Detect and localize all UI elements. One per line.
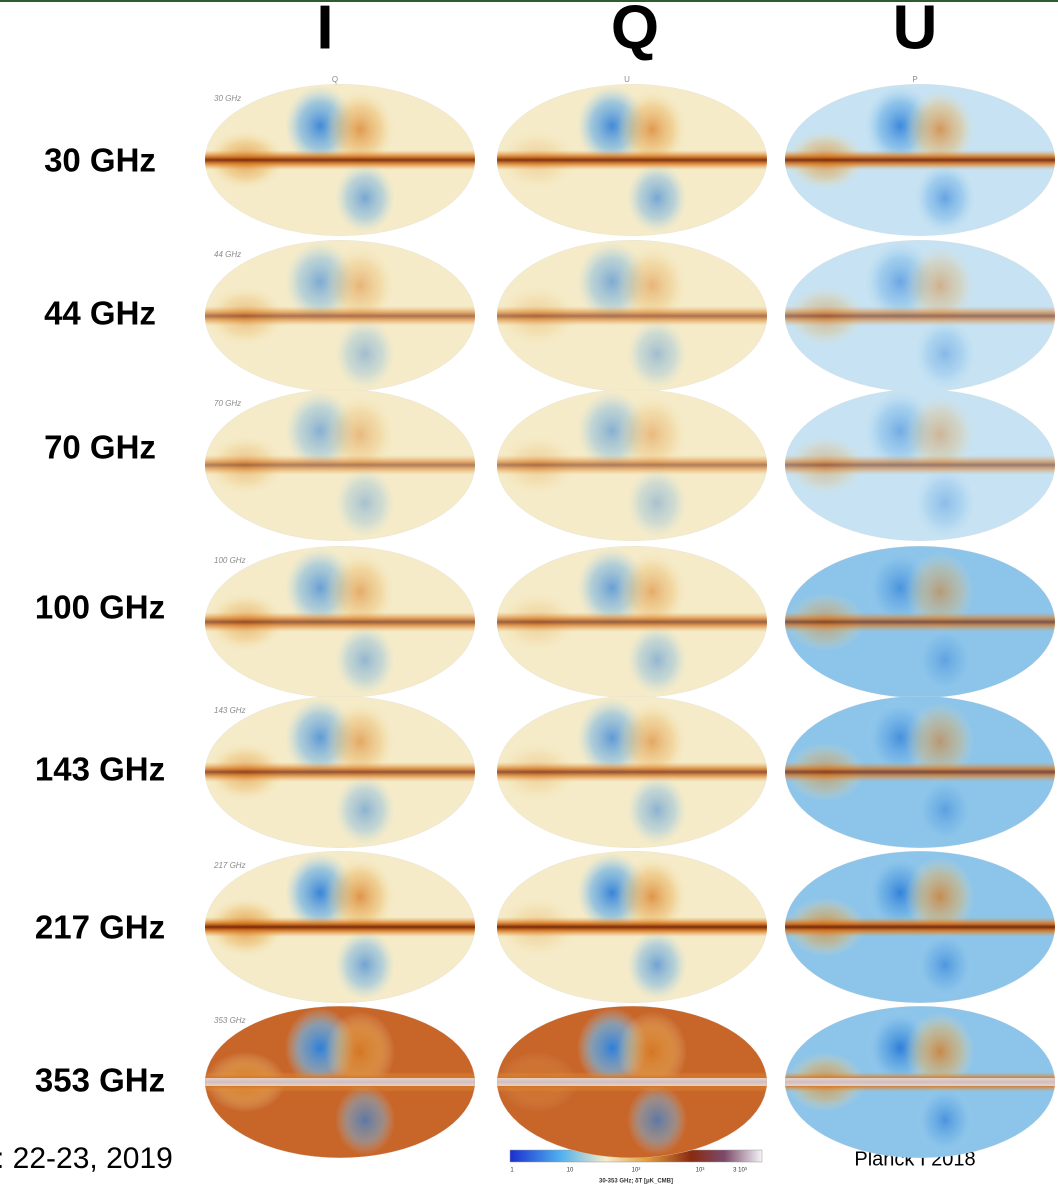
sky-map — [497, 1006, 767, 1158]
blue-lobe — [915, 468, 975, 538]
galactic-band — [497, 455, 767, 475]
galactic-band — [205, 612, 475, 632]
sky-map — [785, 84, 1055, 236]
galactic-band — [497, 762, 767, 782]
sky-map — [497, 389, 767, 541]
blue-lobe — [335, 930, 395, 1000]
blue-lobe — [335, 775, 395, 845]
row-label: 44 GHz — [44, 295, 156, 332]
blue-lobe — [627, 163, 687, 233]
blue-lobe — [335, 319, 395, 389]
sky-map — [497, 696, 767, 848]
blue-lobe — [915, 319, 975, 389]
column-header: I — [316, 0, 333, 62]
row-label: 217 GHz — [35, 909, 165, 946]
colorbar-tick-label: 1 — [510, 1168, 514, 1174]
colorbar-tick-label: 10³ — [696, 1168, 705, 1174]
map-label: 70 GHz — [214, 399, 241, 408]
galactic-band — [785, 612, 1055, 632]
map-label: 44 GHz — [214, 250, 241, 259]
row-label: 30 GHz — [44, 142, 156, 179]
map-column-label: P — [912, 75, 917, 84]
blue-lobe — [627, 319, 687, 389]
sky-map — [205, 240, 475, 392]
colorbar-tick-label: 10 — [567, 1168, 574, 1174]
blue-lobe — [627, 1085, 687, 1155]
galactic-band — [205, 455, 475, 475]
sky-map — [205, 696, 475, 848]
sky-map — [497, 546, 767, 698]
blue-lobe — [627, 930, 687, 1000]
row-label: 353 GHz — [35, 1062, 165, 1099]
dust-core — [497, 1078, 767, 1086]
galactic-band — [497, 917, 767, 937]
blue-lobe — [335, 625, 395, 695]
footer-text: : 22-23, 2019 — [0, 1142, 173, 1175]
galactic-band — [785, 150, 1055, 170]
sky-map — [497, 240, 767, 392]
dust-core — [205, 1078, 475, 1086]
page: { "column_headers": ["I", "Q", "U"], "ma… — [0, 0, 1058, 1189]
row-label: 100 GHz — [35, 589, 165, 626]
blue-lobe — [915, 1085, 975, 1155]
sky-map — [785, 389, 1055, 541]
colorbar-caption: 30-353 GHz; δT [μK_CMB] — [599, 1179, 673, 1185]
galactic-band — [205, 150, 475, 170]
map-label: 100 GHz — [214, 556, 246, 565]
sky-map — [205, 546, 475, 698]
sky-map — [497, 84, 767, 236]
map-label: 217 GHz — [213, 861, 246, 870]
galactic-band — [205, 917, 475, 937]
colorbar-tick-label: 10² — [632, 1168, 641, 1174]
map-column-label: Q — [332, 75, 338, 84]
galactic-band — [785, 917, 1055, 937]
colorbar-tick-label: 3 10³ — [733, 1168, 747, 1174]
galactic-band — [785, 762, 1055, 782]
column-header: Q — [611, 0, 659, 62]
blue-lobe — [627, 625, 687, 695]
galactic-band — [497, 612, 767, 632]
sky-map — [785, 851, 1055, 1003]
column-header: U — [893, 0, 938, 62]
galactic-band — [497, 306, 767, 326]
sky-map — [205, 851, 475, 1003]
galactic-band — [785, 455, 1055, 475]
sky-map — [785, 696, 1055, 848]
sky-map — [205, 84, 475, 236]
blue-lobe — [335, 1085, 395, 1155]
sky-map — [785, 240, 1055, 392]
row-label: 143 GHz — [35, 751, 165, 788]
blue-lobe — [915, 775, 975, 845]
dust-core — [785, 1078, 1055, 1086]
map-label: 353 GHz — [214, 1016, 246, 1025]
map-label: 30 GHz — [214, 94, 241, 103]
map-column-label: U — [624, 75, 630, 84]
row-label: 70 GHz — [44, 429, 156, 466]
sky-map — [785, 546, 1055, 698]
galactic-band — [785, 306, 1055, 326]
sky-map — [785, 1006, 1055, 1158]
blue-lobe — [627, 468, 687, 538]
sky-map — [205, 1006, 475, 1158]
blue-lobe — [627, 775, 687, 845]
blue-lobe — [335, 163, 395, 233]
blue-lobe — [915, 930, 975, 1000]
map-label: 143 GHz — [214, 706, 246, 715]
blue-lobe — [915, 163, 975, 233]
blue-lobe — [335, 468, 395, 538]
galactic-band — [205, 306, 475, 326]
galactic-band — [497, 150, 767, 170]
slide: : 22-23, 2019 Planck I 2018 30-353 GHz; … — [0, 0, 1058, 1189]
galactic-band — [205, 762, 475, 782]
sky-map — [497, 851, 767, 1003]
sky-map — [205, 389, 475, 541]
blue-lobe — [915, 625, 975, 695]
